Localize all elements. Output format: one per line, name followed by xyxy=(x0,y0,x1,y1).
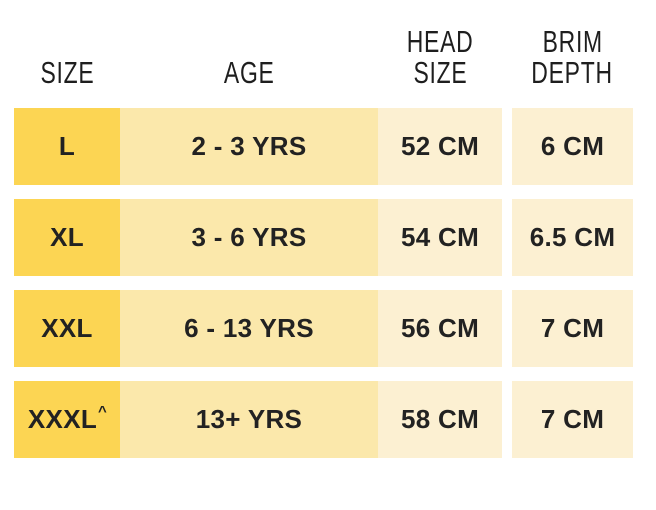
size-cell-label: XXXL xyxy=(27,404,98,434)
brim-depth-cell: 6.5 CM xyxy=(512,199,633,276)
brim-depth-cell: 7 CM xyxy=(512,290,633,367)
column-gap xyxy=(502,290,512,367)
head-size-cell: 54 CM xyxy=(378,199,502,276)
size-cell: L xyxy=(14,108,120,185)
size-chart-table: SIZE AGE HEAD SIZE BRIM DEPTH L 2 - 3 YR… xyxy=(14,0,633,458)
head-size-cell: 58 CM xyxy=(378,381,502,458)
column-gap xyxy=(502,199,512,276)
age-cell: 2 - 3 YRS xyxy=(120,108,378,185)
size-cell: XXL xyxy=(14,290,120,367)
brim-depth-cell: 6 CM xyxy=(512,108,633,185)
size-cell: XL xyxy=(14,199,120,276)
header-head-size-line2: SIZE xyxy=(413,54,467,90)
header-age: AGE xyxy=(120,0,378,94)
header-brim-depth-line2: DEPTH xyxy=(531,54,614,90)
column-gap xyxy=(502,0,512,94)
header-size: SIZE xyxy=(14,0,120,94)
head-size-cell: 52 CM xyxy=(378,108,502,185)
size-cell: XXXL ^ xyxy=(14,381,120,458)
head-size-cell: 56 CM xyxy=(378,290,502,367)
column-gap xyxy=(502,381,512,458)
header-brim-depth: BRIM DEPTH xyxy=(512,0,633,94)
age-cell: 13+ YRS xyxy=(120,381,378,458)
age-cell: 3 - 6 YRS xyxy=(120,199,378,276)
brim-depth-cell: 7 CM xyxy=(512,381,633,458)
header-brim-depth-line1: BRIM xyxy=(542,24,603,60)
age-cell: 6 - 13 YRS xyxy=(120,290,378,367)
header-age-label: AGE xyxy=(223,54,275,90)
column-gap xyxy=(502,108,512,185)
header-head-size-line1: HEAD xyxy=(406,24,474,60)
header-size-label: SIZE xyxy=(40,54,94,90)
header-head-size: HEAD SIZE xyxy=(378,0,502,94)
